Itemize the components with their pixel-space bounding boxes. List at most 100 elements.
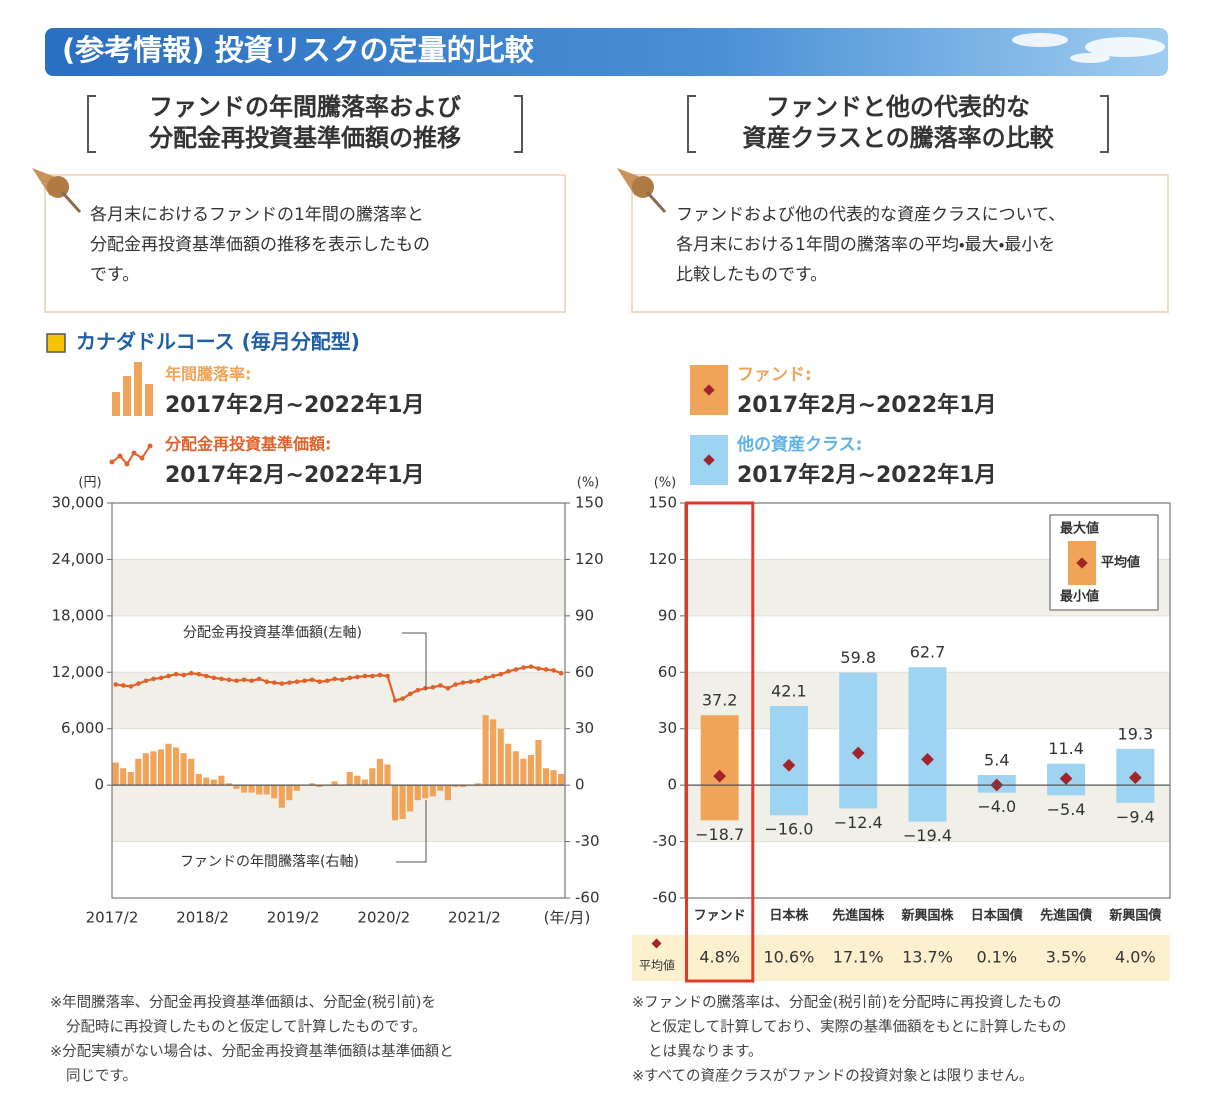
return-bar (271, 785, 277, 798)
right-heading: 資産クラスとの騰落率の比較 (742, 124, 1054, 152)
nav-point (423, 686, 428, 691)
x-tick-label: 2020/2 (357, 909, 410, 927)
mean-label: 0.1% (976, 948, 1017, 967)
y-tick-label: -30 (653, 832, 678, 850)
return-bar (128, 772, 134, 785)
y2-axis-unit: (%) (577, 476, 600, 491)
page-title: (参考情報) 投資リスクの定量的比較 (62, 33, 535, 67)
description-text: です。 (90, 265, 139, 285)
return-bar (513, 751, 519, 785)
nav-point (378, 673, 383, 678)
nav-point (249, 678, 254, 683)
y-axis-unit: (円) (78, 476, 101, 491)
legend-line-icon (110, 444, 153, 467)
legend-period: 2017年2月~2022年1月 (737, 462, 997, 488)
return-bar (143, 753, 149, 785)
nav-point (287, 680, 292, 685)
nav-point (317, 679, 322, 684)
range-legend-label: 平均値 (1101, 555, 1140, 571)
return-bar (369, 768, 375, 785)
return-bar (135, 759, 141, 785)
return-bar (211, 780, 217, 786)
nav-point (212, 676, 217, 681)
nav-point (234, 678, 239, 683)
nav-point (529, 664, 534, 669)
y-tick-label: 30 (658, 719, 677, 737)
return-bar (218, 776, 224, 785)
nav-point (340, 678, 345, 683)
range-bar (701, 715, 739, 820)
return-bar (498, 729, 504, 785)
max-label: 37.2 (702, 691, 738, 710)
x-tick-label: 先進国株 (832, 908, 885, 924)
nav-point (295, 679, 300, 684)
nav-point (332, 677, 337, 682)
description-text: 分配金再投資基準価額の推移を表示したもの (90, 235, 430, 255)
return-bar (384, 764, 390, 785)
return-bar (490, 719, 496, 785)
nav-point (302, 678, 307, 683)
nav-point (219, 677, 224, 682)
return-bar (445, 785, 451, 800)
legend-label: 分配金再投資基準価額: (164, 435, 331, 454)
left-heading: 分配金再投資基準価額の推移 (148, 124, 461, 152)
nav-point (181, 673, 186, 678)
nav-point (189, 671, 194, 676)
return-bar (362, 780, 368, 786)
min-label: −19.4 (903, 826, 952, 845)
nav-point (264, 679, 269, 684)
return-bar (415, 785, 421, 800)
x-axis-unit: (年/月) (544, 909, 591, 927)
return-bar (150, 751, 156, 785)
return-bar (551, 770, 557, 785)
legend-period: 2017年2月~2022年1月 (165, 392, 425, 418)
nav-point (483, 676, 488, 681)
max-label: 19.3 (1118, 724, 1154, 743)
footnote: ※ファンドの騰落率は、分配金(税引前)を分配時に再投資したもの (632, 993, 1061, 1011)
mean-label: 13.7% (902, 948, 953, 967)
nav-point (536, 666, 541, 671)
nav-point (355, 675, 360, 680)
y2-tick-label: 30 (575, 719, 594, 737)
description-text: ファンドおよび他の代表的な資産クラスについて、 (676, 205, 1065, 225)
return-bar (347, 772, 353, 785)
mean-label: 17.1% (833, 948, 884, 967)
nav-point (400, 696, 405, 701)
return-bar (543, 768, 549, 785)
return-bar (173, 748, 179, 786)
return-bar (203, 778, 209, 786)
nav-point (370, 674, 375, 679)
legend-label: 他の資産クラス: (736, 434, 862, 455)
mean-label: 10.6% (764, 948, 815, 967)
y2-tick-label: 60 (575, 663, 594, 681)
description-text: 各月末における1年間の騰落率の平均・最大・最小を (676, 235, 1055, 255)
nav-point (385, 674, 390, 679)
nav-point (136, 681, 141, 686)
grid-band (112, 785, 565, 841)
footnote: 同じです。 (66, 1068, 137, 1085)
y-axis-unit: (%) (654, 476, 677, 491)
nav-point (363, 674, 368, 679)
page: { "header": {"title": "(参考情報) 投資リスクの定量的比… (0, 0, 1208, 1100)
min-label: −18.7 (695, 825, 744, 844)
legend-period: 2017年2月~2022年1月 (737, 392, 997, 418)
nav-point (121, 683, 126, 688)
nav-point (227, 678, 232, 683)
grid-band (112, 559, 565, 615)
nav-point (348, 676, 353, 681)
y2-tick-label: 0 (575, 776, 585, 794)
return-bar (256, 785, 262, 794)
nav-point (506, 669, 511, 674)
legend-period: 2017年2月~2022年1月 (165, 462, 425, 488)
return-bar (188, 759, 194, 785)
nav-point (415, 688, 420, 693)
return-bar (241, 785, 247, 793)
max-label: 5.4 (984, 750, 1009, 769)
min-label: −16.0 (764, 820, 813, 839)
nav-point (272, 680, 277, 685)
return-bar (407, 785, 413, 811)
return-bar (249, 785, 255, 793)
x-tick-label: 2019/2 (267, 909, 320, 927)
nav-point (461, 680, 466, 685)
footnote: とは異なります。 (648, 1043, 763, 1060)
